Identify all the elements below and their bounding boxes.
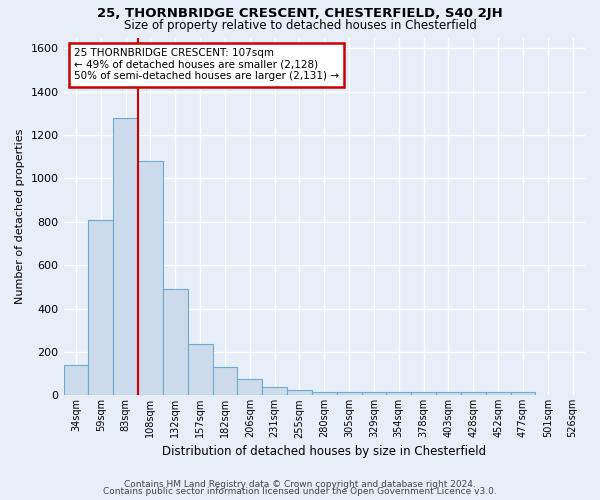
Bar (386, 392, 411, 396)
Bar (262, 386, 287, 396)
Bar (238, 379, 262, 396)
Text: Size of property relative to detached houses in Chesterfield: Size of property relative to detached ho… (124, 18, 476, 32)
Bar (436, 392, 461, 396)
Bar (138, 161, 163, 396)
Text: 25, THORNBRIDGE CRESCENT, CHESTERFIELD, S40 2JH: 25, THORNBRIDGE CRESCENT, CHESTERFIELD, … (97, 8, 503, 20)
Bar (212, 367, 238, 396)
Y-axis label: Number of detached properties: Number of detached properties (15, 128, 25, 304)
Bar (312, 392, 337, 396)
Bar (461, 392, 485, 396)
Bar (88, 220, 113, 396)
Bar (411, 392, 436, 396)
Text: Contains public sector information licensed under the Open Government Licence v3: Contains public sector information licen… (103, 487, 497, 496)
Bar (113, 118, 138, 396)
Bar (337, 392, 362, 396)
Text: Contains HM Land Registry data © Crown copyright and database right 2024.: Contains HM Land Registry data © Crown c… (124, 480, 476, 489)
Text: 25 THORNBRIDGE CRESCENT: 107sqm
← 49% of detached houses are smaller (2,128)
50%: 25 THORNBRIDGE CRESCENT: 107sqm ← 49% of… (74, 48, 339, 82)
Bar (64, 365, 88, 396)
Bar (163, 289, 188, 396)
Bar (362, 392, 386, 396)
Bar (485, 392, 511, 396)
Bar (511, 392, 535, 396)
X-axis label: Distribution of detached houses by size in Chesterfield: Distribution of detached houses by size … (162, 444, 487, 458)
Bar (287, 390, 312, 396)
Bar (188, 344, 212, 396)
